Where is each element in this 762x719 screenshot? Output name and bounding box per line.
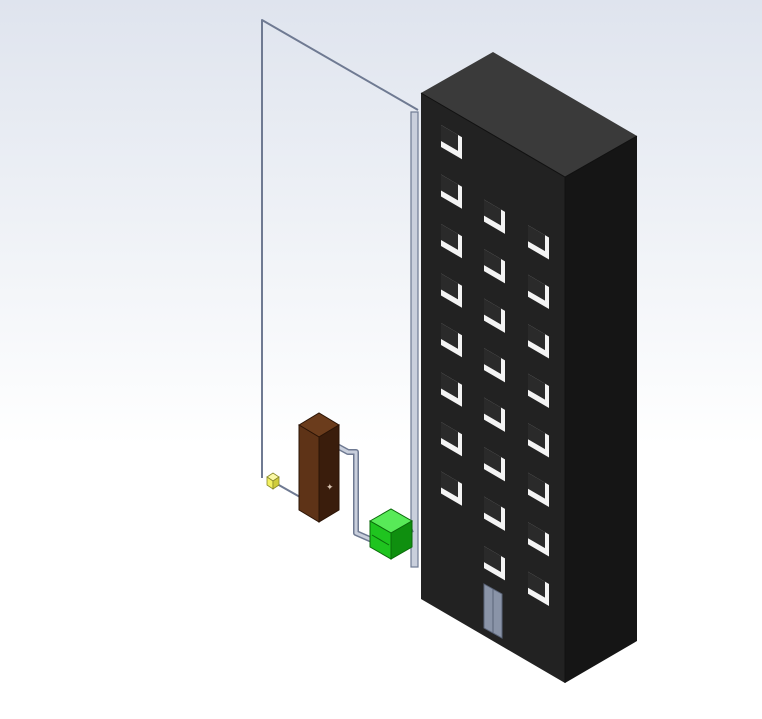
window-glass bbox=[441, 471, 458, 498]
pump-side-face[interactable] bbox=[390, 520, 413, 560]
window-glass bbox=[484, 447, 501, 473]
window-glass bbox=[528, 472, 545, 499]
window-glass bbox=[528, 274, 545, 301]
window-glass bbox=[484, 348, 501, 374]
pump-unit[interactable] bbox=[368, 508, 414, 560]
window-glass bbox=[528, 423, 545, 450]
building-windows bbox=[441, 125, 549, 606]
window-glass bbox=[441, 422, 458, 448]
pipe-tank-pump[interactable] bbox=[325, 438, 373, 542]
window-glass bbox=[484, 249, 501, 275]
sensor-box[interactable] bbox=[266, 472, 280, 490]
window-glass bbox=[441, 125, 458, 151]
window-glass bbox=[484, 199, 501, 226]
building-model[interactable] bbox=[420, 52, 638, 683]
window-glass bbox=[484, 496, 501, 523]
tank-marker-icon: ✦ bbox=[326, 483, 334, 493]
window-glass bbox=[528, 522, 545, 549]
pipe-top-loop[interactable] bbox=[261, 19, 419, 478]
pipe-riser[interactable] bbox=[410, 111, 419, 568]
pump-seam bbox=[371, 534, 390, 546]
window-glass bbox=[441, 174, 458, 201]
window-glass bbox=[528, 324, 545, 351]
window-glass bbox=[528, 571, 545, 598]
building-roof[interactable] bbox=[421, 52, 637, 177]
window-glass bbox=[528, 225, 545, 252]
water-tank[interactable]: ✦ bbox=[298, 412, 340, 523]
building-side-face[interactable] bbox=[565, 136, 637, 683]
window-glass bbox=[441, 224, 458, 250]
tank-right-face[interactable] bbox=[318, 424, 340, 523]
window-glass bbox=[484, 298, 501, 325]
window-glass bbox=[484, 397, 501, 424]
window-glass bbox=[441, 372, 458, 399]
window-glass bbox=[441, 273, 458, 300]
tank-left-face[interactable] bbox=[298, 424, 320, 523]
pipe-network[interactable] bbox=[261, 19, 419, 568]
window-glass bbox=[484, 546, 501, 572]
window-glass bbox=[441, 323, 458, 349]
window-glass bbox=[528, 373, 545, 400]
sensor-side[interactable] bbox=[272, 476, 280, 490]
